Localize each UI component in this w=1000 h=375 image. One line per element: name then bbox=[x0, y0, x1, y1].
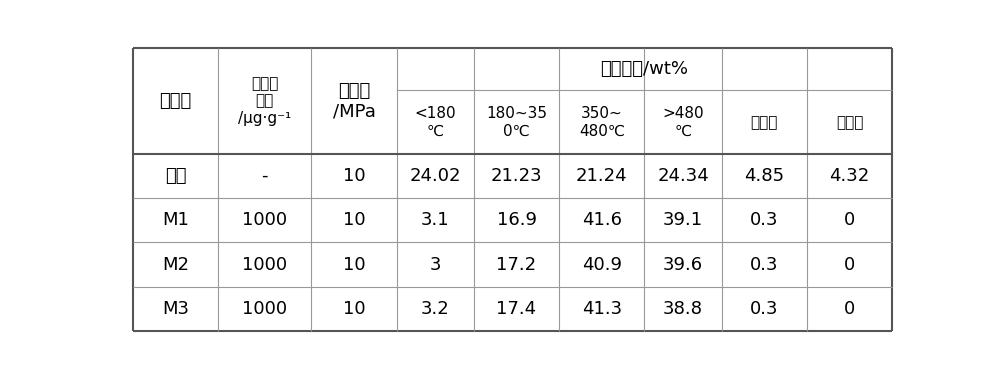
Text: 1000: 1000 bbox=[242, 211, 287, 230]
Text: 4.85: 4.85 bbox=[744, 167, 784, 185]
Text: 4.32: 4.32 bbox=[829, 167, 870, 185]
Text: 3: 3 bbox=[430, 255, 441, 273]
Text: 38.8: 38.8 bbox=[663, 300, 703, 318]
Text: 41.3: 41.3 bbox=[582, 300, 622, 318]
Text: 空白: 空白 bbox=[165, 167, 186, 185]
Text: 壁相焦: 壁相焦 bbox=[836, 115, 863, 130]
Text: 0: 0 bbox=[844, 255, 855, 273]
Text: 3.2: 3.2 bbox=[421, 300, 450, 318]
Text: 350~
480℃: 350~ 480℃ bbox=[579, 106, 625, 138]
Text: 催化剂: 催化剂 bbox=[159, 92, 192, 110]
Text: 16.9: 16.9 bbox=[497, 211, 537, 230]
Text: 39.1: 39.1 bbox=[663, 211, 703, 230]
Text: 10: 10 bbox=[343, 300, 365, 318]
Text: 0.3: 0.3 bbox=[750, 300, 779, 318]
Text: >480
℃: >480 ℃ bbox=[662, 106, 704, 138]
Text: 0: 0 bbox=[844, 300, 855, 318]
Text: 10: 10 bbox=[343, 167, 365, 185]
Text: 0.3: 0.3 bbox=[750, 211, 779, 230]
Text: 氢初压
/MPa: 氢初压 /MPa bbox=[333, 81, 376, 120]
Text: 40.9: 40.9 bbox=[582, 255, 622, 273]
Text: 21.24: 21.24 bbox=[576, 167, 628, 185]
Text: 液相焦: 液相焦 bbox=[751, 115, 778, 130]
Text: 17.4: 17.4 bbox=[496, 300, 537, 318]
Text: 1000: 1000 bbox=[242, 255, 287, 273]
Text: 180~35
0℃: 180~35 0℃ bbox=[486, 106, 547, 138]
Text: 产品收率/wt%: 产品收率/wt% bbox=[600, 60, 688, 78]
Text: 10: 10 bbox=[343, 255, 365, 273]
Text: 催化剂
浓度
/μg·g⁻¹: 催化剂 浓度 /μg·g⁻¹ bbox=[238, 76, 291, 126]
Text: M2: M2 bbox=[162, 255, 189, 273]
Text: 21.23: 21.23 bbox=[491, 167, 542, 185]
Text: 0.3: 0.3 bbox=[750, 255, 779, 273]
Text: 1000: 1000 bbox=[242, 300, 287, 318]
Text: M1: M1 bbox=[162, 211, 189, 230]
Text: 39.6: 39.6 bbox=[663, 255, 703, 273]
Text: 24.34: 24.34 bbox=[657, 167, 709, 185]
Text: 3.1: 3.1 bbox=[421, 211, 450, 230]
Text: 24.02: 24.02 bbox=[410, 167, 461, 185]
Text: M3: M3 bbox=[162, 300, 189, 318]
Text: 0: 0 bbox=[844, 211, 855, 230]
Text: -: - bbox=[261, 167, 268, 185]
Text: 10: 10 bbox=[343, 211, 365, 230]
Text: <180
℃: <180 ℃ bbox=[415, 106, 456, 138]
Text: 41.6: 41.6 bbox=[582, 211, 622, 230]
Text: 17.2: 17.2 bbox=[496, 255, 537, 273]
